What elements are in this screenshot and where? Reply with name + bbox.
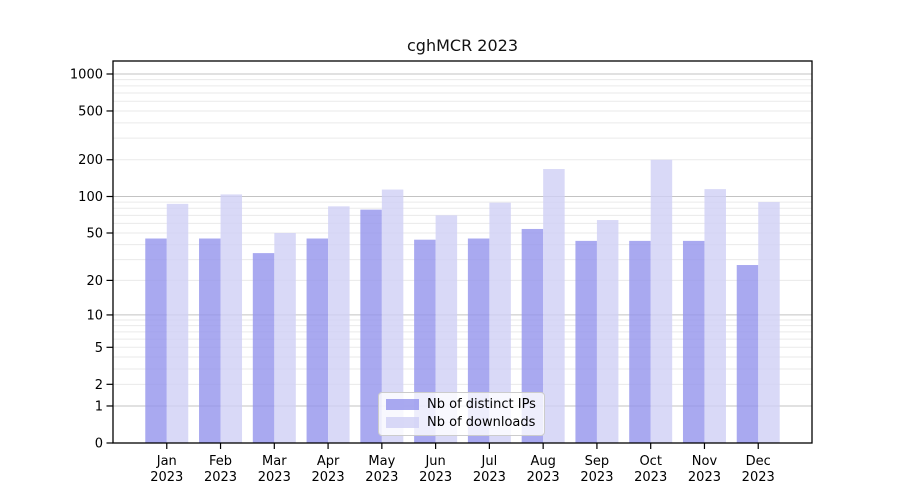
x-tick-month-label: Mar (262, 454, 287, 469)
y-tick-label: 10 (86, 308, 103, 323)
legend-swatch-distinct-ips (386, 399, 419, 410)
legend-item-distinct-ips: Nb of distinct IPs (386, 397, 536, 412)
y-tick-label: 2 (95, 378, 103, 393)
y-tick-label: 200 (78, 153, 103, 168)
x-tick-month-label: Feb (209, 454, 232, 469)
bar-downloads-oct (650, 159, 673, 443)
bar-distinct-ips-jul (467, 238, 490, 443)
bar-distinct-ips-dec (736, 265, 759, 443)
x-tick-year-label: 2023 (258, 470, 291, 485)
bar-downloads-jun (435, 215, 458, 443)
x-tick-year-label: 2023 (150, 470, 183, 485)
bar-downloads-jul (489, 202, 511, 443)
axis-frame (112, 60, 813, 444)
bar-downloads-may (381, 189, 404, 443)
bar-distinct-ips-apr (306, 238, 329, 443)
x-tick-month-label: Jan (156, 454, 177, 469)
bar-distinct-ips-aug (521, 228, 544, 443)
x-tick-month-label: Nov (692, 454, 718, 469)
legend-swatch-downloads (386, 417, 419, 428)
x-tick-year-label: 2023 (365, 470, 398, 485)
bar-distinct-ips-mar (252, 253, 275, 443)
chart-title: cghMCR 2023 (407, 36, 518, 55)
bar-downloads-jan (166, 203, 189, 443)
x-tick-year-label: 2023 (527, 470, 560, 485)
x-tick-month-label: Apr (317, 454, 340, 469)
y-tick-label: 100 (78, 190, 103, 205)
bar-downloads-mar (274, 232, 296, 443)
legend: Nb of distinct IPs Nb of downloads (378, 392, 545, 436)
bar-distinct-ips-jan (145, 238, 167, 443)
bar-distinct-ips-oct (629, 240, 651, 443)
bar-downloads-feb (220, 194, 243, 443)
bar-downloads-apr (328, 206, 350, 443)
x-tick-year-label: 2023 (419, 470, 452, 485)
y-tick-label: 1000 (70, 68, 103, 83)
legend-item-downloads: Nb of downloads (386, 415, 536, 430)
legend-label-downloads: Nb of downloads (427, 415, 536, 430)
x-tick-year-label: 2023 (742, 470, 775, 485)
bar-downloads-nov (704, 189, 726, 443)
y-tick-label: 500 (78, 104, 103, 119)
bar-distinct-ips-sep (575, 240, 597, 443)
y-tick-label: 20 (86, 274, 103, 289)
y-tick-label: 0 (95, 437, 103, 452)
bar-distinct-ips-nov (682, 240, 705, 443)
x-tick-month-label: Dec (746, 454, 771, 469)
y-tick-label: 5 (95, 341, 103, 356)
x-tick-year-label: 2023 (688, 470, 721, 485)
x-tick-month-label: Oct (639, 454, 661, 469)
x-tick-month-label: Aug (530, 454, 555, 469)
x-tick-year-label: 2023 (312, 470, 345, 485)
y-tick-label: 50 (86, 226, 103, 241)
bar-downloads-sep (596, 220, 619, 443)
x-tick-month-label: May (368, 454, 395, 469)
bar-downloads-dec (758, 202, 780, 443)
x-tick-year-label: 2023 (634, 470, 667, 485)
x-tick-month-label: Jun (424, 454, 445, 469)
x-tick-month-label: Jul (481, 454, 498, 469)
bar-downloads-aug (543, 169, 565, 443)
legend-label-distinct-ips: Nb of distinct IPs (427, 397, 536, 412)
bar-distinct-ips-may (360, 209, 382, 443)
x-tick-year-label: 2023 (204, 470, 237, 485)
x-tick-year-label: 2023 (473, 470, 506, 485)
x-tick-year-label: 2023 (580, 470, 613, 485)
x-tick-month-label: Sep (585, 454, 610, 469)
y-tick-label: 1 (95, 399, 103, 414)
bar-distinct-ips-feb (199, 238, 221, 443)
